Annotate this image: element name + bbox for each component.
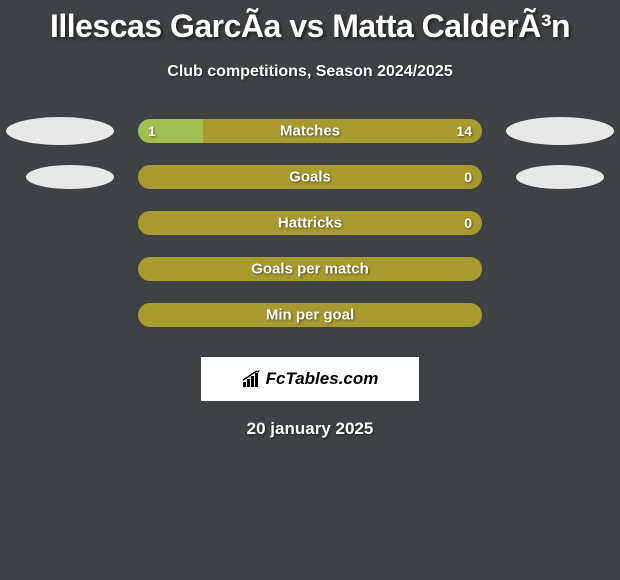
stat-row-matches: 1 Matches 14 [0, 119, 620, 143]
page-title: Illescas GarcÃa vs Matta CalderÃ³n [0, 8, 620, 45]
bar-value-right: 0 [464, 169, 472, 185]
bar-min-per-goal: Min per goal [138, 303, 482, 327]
bar-goals-per-match: Goals per match [138, 257, 482, 281]
bar-label: Goals per match [251, 261, 369, 278]
stat-row-hattricks: Hattricks 0 [0, 211, 620, 235]
bar-goals: Goals 0 [138, 165, 482, 189]
player-right-badge [506, 117, 614, 145]
comparison-card: Illescas GarcÃa vs Matta CalderÃ³n Club … [0, 0, 620, 439]
bar-matches: 1 Matches 14 [138, 119, 482, 143]
bar-hattricks: Hattricks 0 [138, 211, 482, 235]
bar-value-right: 14 [456, 123, 472, 139]
attribution-logo[interactable]: FcTables.com [201, 357, 419, 401]
bar-value-right: 0 [464, 215, 472, 231]
bar-label: Hattricks [278, 215, 342, 232]
bar-label: Min per goal [266, 307, 354, 324]
stat-row-goals-per-match: Goals per match [0, 257, 620, 281]
player-left-badge-small [26, 165, 114, 189]
bar-label: Goals [289, 169, 331, 186]
bar-label: Matches [280, 123, 340, 140]
bar-value-left: 1 [148, 123, 156, 139]
stats-area: 1 Matches 14 Goals 0 Hattricks [0, 119, 620, 349]
stat-row-min-per-goal: Min per goal [0, 303, 620, 327]
logo-text: FcTables.com [266, 369, 379, 389]
player-right-badge-small [516, 165, 604, 189]
bar-right-segment [203, 119, 482, 143]
logo-inner: FcTables.com [242, 369, 379, 389]
player-left-badge [6, 117, 114, 145]
bar-chart-icon [242, 369, 262, 389]
date-text: 20 january 2025 [0, 419, 620, 439]
subtitle: Club competitions, Season 2024/2025 [0, 63, 620, 81]
stat-row-goals: Goals 0 [0, 165, 620, 189]
